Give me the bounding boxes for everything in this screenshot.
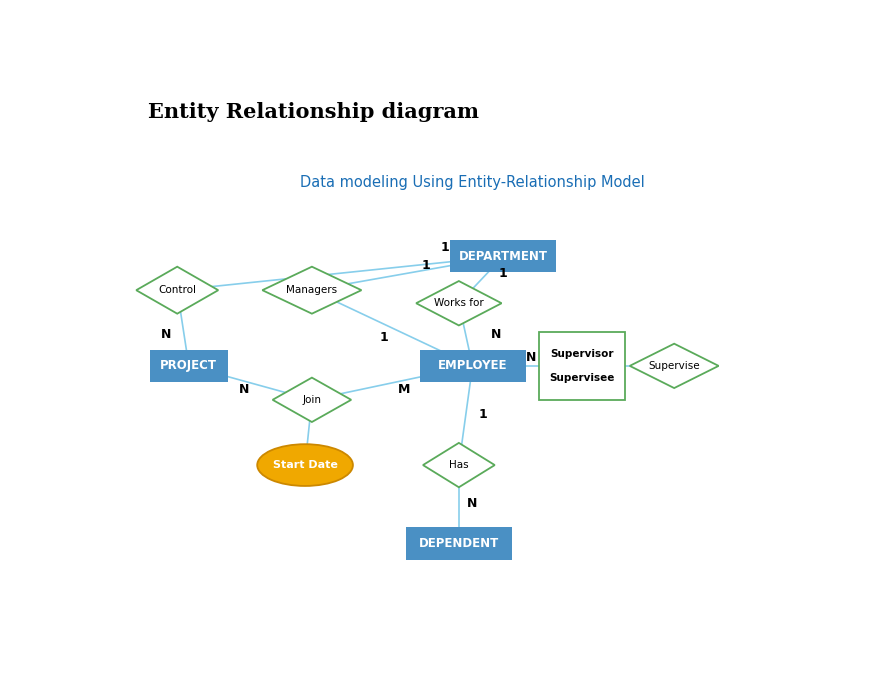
Ellipse shape	[258, 444, 353, 486]
FancyBboxPatch shape	[539, 332, 624, 400]
FancyBboxPatch shape	[420, 350, 526, 382]
FancyBboxPatch shape	[451, 240, 557, 273]
Text: Join: Join	[303, 395, 321, 405]
Text: EMPLOYEE: EMPLOYEE	[437, 359, 507, 372]
Text: DEPARTMENT: DEPARTMENT	[459, 250, 548, 263]
Text: 1: 1	[499, 267, 508, 280]
Text: Data modeling Using Entity-Relationship Model: Data modeling Using Entity-Relationship …	[300, 176, 645, 191]
Text: PROJECT: PROJECT	[161, 359, 217, 372]
Text: Supervisor: Supervisor	[550, 348, 614, 359]
Polygon shape	[416, 281, 502, 325]
Text: N: N	[526, 351, 536, 363]
Text: N: N	[161, 327, 171, 340]
Text: 1: 1	[441, 241, 450, 254]
Text: Supervisee: Supervisee	[549, 373, 615, 383]
Text: N: N	[467, 497, 478, 510]
Text: Supervise: Supervise	[648, 361, 700, 371]
Text: Start Date: Start Date	[273, 460, 338, 470]
Text: N: N	[239, 383, 250, 396]
Text: 1: 1	[379, 331, 388, 344]
Text: DEPENDENT: DEPENDENT	[419, 537, 499, 550]
Polygon shape	[262, 266, 362, 314]
Text: Works for: Works for	[434, 298, 483, 308]
FancyBboxPatch shape	[150, 350, 228, 382]
Polygon shape	[273, 378, 351, 422]
Text: Entity Relationship diagram: Entity Relationship diagram	[148, 102, 479, 122]
Text: 1: 1	[478, 408, 487, 421]
Text: M: M	[398, 383, 410, 396]
Text: Control: Control	[158, 285, 196, 295]
Text: Managers: Managers	[287, 285, 338, 295]
Polygon shape	[630, 344, 719, 388]
Text: N: N	[491, 327, 502, 340]
Polygon shape	[423, 443, 495, 487]
FancyBboxPatch shape	[406, 527, 512, 559]
Text: 1: 1	[422, 258, 430, 272]
Text: Has: Has	[449, 460, 468, 470]
Polygon shape	[136, 266, 218, 314]
